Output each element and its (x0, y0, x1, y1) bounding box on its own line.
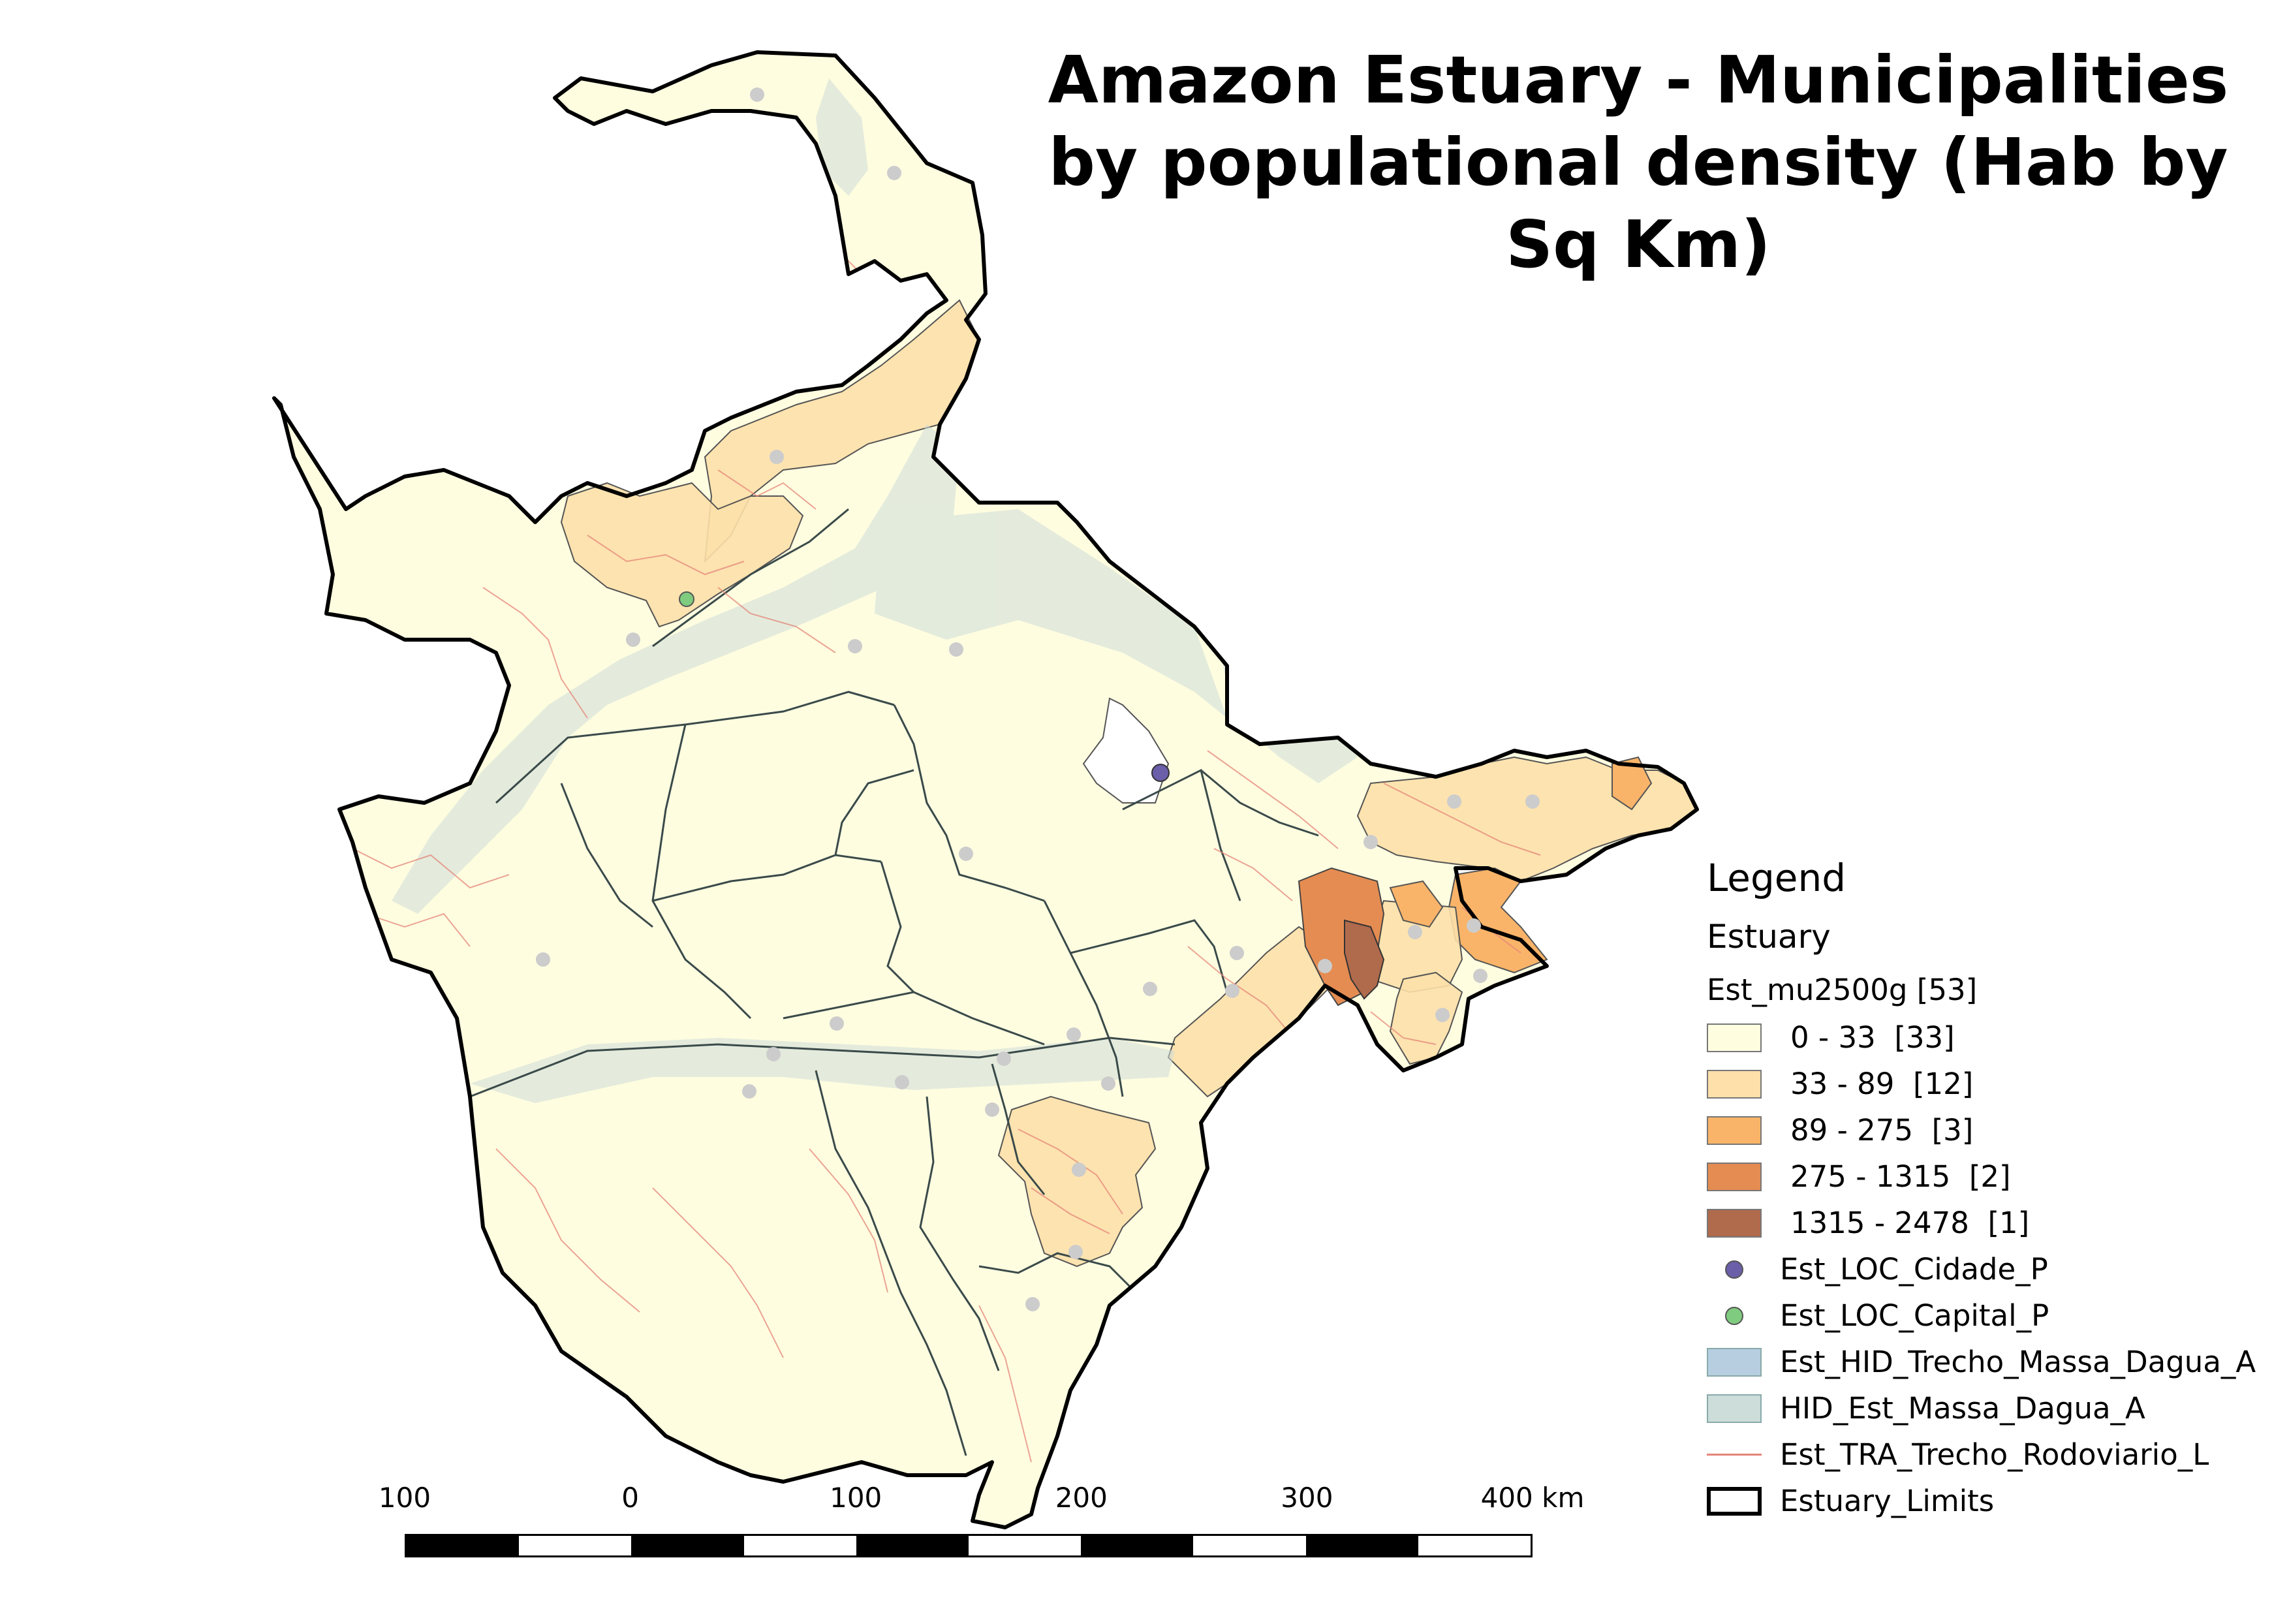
locality-point (1068, 1245, 1083, 1259)
class-swatch-icon (1707, 1023, 1762, 1052)
circle-point-icon (1707, 1302, 1762, 1330)
legend-class-row: 0 - 33 [33] (1707, 1014, 2281, 1061)
legend-layer-title: Est_mu2500g [53] (1707, 973, 1978, 1007)
municipality-class-2[interactable] (1612, 756, 1653, 811)
legend-panel: Legend Estuary Est_mu2500g [53] 0 - 33 [… (1707, 849, 2281, 1524)
locality-point (997, 1052, 1011, 1066)
locality-point (949, 642, 963, 657)
locality-point (750, 87, 764, 102)
water-fill-icon (1707, 1394, 1762, 1423)
legend-heading: Legend (1707, 856, 1846, 900)
locality-point (1447, 794, 1461, 809)
scale-label: 100 (830, 1482, 882, 1514)
legend-layer-label: Estuary_Limits (1780, 1484, 1995, 1518)
class-swatch-icon (1707, 1116, 1762, 1145)
municipality-class-1[interactable] (560, 482, 804, 628)
locality-points (536, 87, 1540, 1311)
legend-class-label: 1315 - 2478 [1] (1790, 1206, 2030, 1240)
legend-class-label: 89 - 275 [3] (1790, 1113, 1974, 1148)
scale-label: 400 km (1480, 1482, 1585, 1514)
class-swatch-icon (1707, 1069, 1762, 1099)
legend-class-label: 0 - 33 [33] (1790, 1020, 1955, 1055)
locality-point (1408, 925, 1422, 939)
scale-label: 0 (621, 1482, 639, 1514)
water-fill-icon (1707, 1347, 1762, 1377)
scale-label: 300 (1281, 1482, 1333, 1514)
legend-layer-label: Est_LOC_Capital_P (1780, 1298, 2049, 1333)
locality-point (985, 1102, 999, 1117)
municipality-boundaries (469, 508, 1319, 1456)
capital-point (679, 591, 694, 607)
class-swatch-icon (1707, 1162, 1762, 1191)
locality-point (766, 1047, 781, 1061)
municipality-polygons (274, 52, 1698, 1527)
municipality-class-2[interactable] (1389, 880, 1444, 928)
locality-point (626, 632, 640, 647)
locality-point (1230, 946, 1244, 960)
legend-layer-row: Est_HID_Trecho_Massa_Dagua_A (1707, 1339, 2281, 1385)
scale-bar: 100 0 100 200 300 400 km (366, 1482, 1606, 1573)
locality-point (1473, 969, 1487, 983)
locality-point (959, 847, 973, 861)
road-network (352, 195, 1541, 1463)
locality-point (1072, 1163, 1086, 1177)
locality-point (1143, 982, 1157, 996)
map-title: Amazon Estuary - Municipalities by popul… (1048, 42, 2229, 283)
legend-layer-row: Est_LOC_Cidade_P (1707, 1246, 2281, 1292)
locality-point (1101, 1076, 1115, 1091)
locality-point (1435, 1008, 1450, 1022)
locality-point (1225, 984, 1239, 998)
legend-layer-label: Est_TRA_Trecho_Rodoviario_L (1780, 1437, 2209, 1472)
legend-layer-row: HID_Est_Massa_Dagua_A (1707, 1385, 2281, 1431)
locality-point (742, 1084, 756, 1099)
locality-point (895, 1075, 909, 1089)
locality-point (1025, 1297, 1040, 1311)
outline-icon (1707, 1486, 1762, 1516)
scale-label: 200 (1055, 1482, 1108, 1514)
locality-point (887, 166, 901, 180)
locality-point (1525, 794, 1540, 809)
scale-label: 100 (378, 1482, 431, 1514)
legend-group-title: Estuary (1707, 918, 1831, 956)
circle-point-icon (1707, 1255, 1762, 1284)
locality-point (848, 639, 862, 653)
locality-point (770, 450, 784, 464)
municipality-no-data[interactable] (1082, 697, 1170, 804)
legend-layer-row: Est_LOC_Capital_P (1707, 1292, 2281, 1339)
locality-point (830, 1016, 844, 1031)
locality-point (1467, 918, 1481, 933)
legend-layer-label: Est_HID_Trecho_Massa_Dagua_A (1780, 1345, 2256, 1379)
municipality-class-4[interactable] (1344, 919, 1385, 1000)
legend-layer-label: Est_LOC_Cidade_P (1780, 1252, 2048, 1287)
class-swatch-icon (1707, 1208, 1762, 1238)
legend-layer-label: HID_Est_Massa_Dagua_A (1780, 1391, 2145, 1426)
locality-point (536, 952, 550, 967)
scale-bar-track (405, 1534, 1533, 1557)
legend-class-row: 1315 - 2478 [1] (1707, 1200, 2281, 1246)
city-point (1151, 764, 1170, 782)
legend-layer-row: Est_TRA_Trecho_Rodoviario_L (1707, 1431, 2281, 1478)
legend-class-row: 275 - 1315 [2] (1707, 1153, 2281, 1200)
legend-class-label: 33 - 89 [12] (1790, 1067, 1974, 1101)
legend-layer-row: Estuary_Limits (1707, 1478, 2281, 1524)
legend-class-row: 33 - 89 [12] (1707, 1061, 2281, 1107)
locality-point (1067, 1027, 1081, 1042)
locality-point (1318, 959, 1332, 973)
locality-point (1363, 835, 1378, 849)
legend-class-row: 89 - 275 [3] (1707, 1107, 2281, 1153)
legend-class-label: 275 - 1315 [2] (1790, 1159, 2011, 1194)
road-line-icon (1707, 1441, 1762, 1469)
